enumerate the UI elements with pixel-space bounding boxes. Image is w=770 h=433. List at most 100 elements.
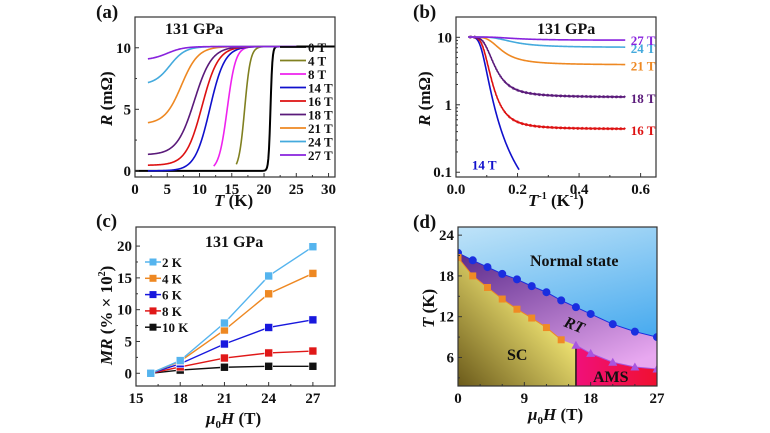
panel-b-ylabel-unit: (mΩ) xyxy=(415,71,434,114)
panel-a-xtick-label: 20 xyxy=(257,182,272,198)
data-point-square xyxy=(458,254,462,262)
panel-d-ylabel-unit: (K) xyxy=(419,289,438,318)
data-point xyxy=(308,242,318,252)
panel-d-region-labels: Normal state RT SC AMS xyxy=(507,253,629,386)
panel-label-a: (a) xyxy=(96,2,118,23)
curve-label: 16 T xyxy=(631,123,656,138)
data-point xyxy=(146,368,156,378)
panel-c-ytick-label: 0 xyxy=(125,366,133,382)
panel-a-xlabel-unit: (K) xyxy=(224,191,253,210)
panel-b-ytick-label: 0.1 xyxy=(433,165,452,181)
panel-b-xlabel: T-1 (K-1) xyxy=(528,191,584,210)
panel-a-xtick-label: 30 xyxy=(321,182,336,198)
curve-14t xyxy=(468,36,520,171)
panel-c-ylabel-sup: 2 xyxy=(97,271,108,276)
panel-b-frame xyxy=(455,16,657,178)
panel-b-xlabel-close: ) xyxy=(578,191,584,210)
curve-label: 21 T xyxy=(631,58,656,73)
data-point-circle xyxy=(608,320,617,329)
panel-a-ylabel-unit: (mΩ) xyxy=(97,71,116,114)
panel-a-ytick-label: 0 xyxy=(124,164,132,180)
panel-c-xtick-label: 18 xyxy=(173,391,188,407)
data-point-triangle xyxy=(608,357,618,366)
panel-a-frame xyxy=(134,16,336,178)
panel-d-ytick-label: 12 xyxy=(439,310,454,326)
legend-label: 18 T xyxy=(308,108,333,123)
curve-18t xyxy=(468,35,626,99)
panel-b-axes: 0.0 0.2 0.4 0.6 0.1 1 10 xyxy=(433,16,657,198)
data-point xyxy=(220,353,229,363)
data-point-circle xyxy=(542,288,551,297)
panel-c-xtick-label: 24 xyxy=(261,391,277,407)
panel-b-xtick-label: 0.6 xyxy=(631,182,650,198)
panel-d-frame xyxy=(457,226,658,387)
data-point-triangle xyxy=(630,362,640,371)
panel-a-xtick-label: 25 xyxy=(289,182,304,198)
data-point xyxy=(175,356,185,365)
panel-c-xlabel-sub: 0 xyxy=(215,419,221,431)
panel-c-ytick-label: 5 xyxy=(125,334,133,350)
panel-b-xlabel-var: T xyxy=(528,191,539,210)
data-point-square xyxy=(483,283,491,291)
curve-16t xyxy=(468,35,626,131)
data-point xyxy=(220,318,229,328)
panel-d-xtick-label: 18 xyxy=(583,391,598,407)
data-point xyxy=(308,315,318,325)
legend-label: 27 T xyxy=(308,148,333,163)
panel-a-ylabel: R (mΩ) xyxy=(97,71,116,127)
data-point-square xyxy=(498,295,506,303)
legend-marker xyxy=(149,323,157,331)
panel-d-xlabel: μ0H (T) xyxy=(527,405,583,427)
data-point-circle xyxy=(468,256,477,265)
data-point-circle xyxy=(483,263,492,272)
panel-a-xlabel-var: T xyxy=(214,191,225,210)
region-label-ams: AMS xyxy=(593,369,629,386)
legend-label: 10 K xyxy=(162,320,189,335)
panel-d-xlabel-var2: H xyxy=(542,405,557,424)
panel-c-xlabel-unit: (T) xyxy=(234,409,261,428)
panel-label-b: (b) xyxy=(413,2,436,23)
curve-27t xyxy=(468,36,626,41)
panel-d-ytick-label: 24 xyxy=(439,228,455,244)
panel-d-ylabel-var: T xyxy=(419,317,438,328)
panel-d-xlabel-unit: (T) xyxy=(556,405,583,424)
data-point-circle xyxy=(557,296,566,305)
data-point xyxy=(264,271,273,281)
data-point xyxy=(264,323,273,332)
data-point-square xyxy=(557,336,565,344)
panel-a-ylabel-var: R xyxy=(97,115,116,127)
panel-c-ylabel-close: ) xyxy=(97,266,116,272)
panel-d-phase-regions xyxy=(458,227,657,386)
data-point-square xyxy=(542,324,550,332)
curve-21t xyxy=(468,36,626,66)
panel-d-axes: 0 9 18 27 6 12 18 24 xyxy=(439,226,666,407)
panel-c-legend: 2 K4 K 6 K8 K10 K xyxy=(145,255,189,335)
panel-b-ytick-label: 1 xyxy=(445,98,453,114)
panel-d-xtick-label: 27 xyxy=(650,391,666,407)
data-point-circle xyxy=(498,269,507,278)
data-point-circle xyxy=(571,303,580,312)
curve-label: 27 T xyxy=(631,33,656,48)
panel-b-xlabel-sup: -1 xyxy=(538,191,546,202)
legend-label: 24 T xyxy=(308,135,333,150)
region-label-sc: SC xyxy=(507,347,527,364)
panel-b-title: 131 GPa xyxy=(537,21,595,38)
panel-c-ytick-label: 20 xyxy=(117,239,132,255)
panel-a-legend: 0 T4 T8 T14 T16 T18 T21 T24 T27 T xyxy=(280,40,333,163)
legend-label: 4 T xyxy=(308,54,327,69)
legend-label: 0 T xyxy=(308,40,327,55)
legend-label: 6 K xyxy=(162,288,183,303)
panel-a-ytick-label: 5 xyxy=(124,102,132,118)
legend-label: 14 T xyxy=(308,81,333,96)
data-point xyxy=(220,362,229,372)
region-label-normal-state: Normal state xyxy=(530,253,618,270)
data-point xyxy=(264,289,273,299)
panel-b-xtick-label: 0.2 xyxy=(508,182,527,198)
panel-a-axes: 0 5 10 15 20 25 30 0 5 10 xyxy=(116,16,336,198)
panel-b-curves xyxy=(468,35,626,171)
panel-c-axes: 15 18 21 24 27 0 5 10 15 20 xyxy=(117,226,336,407)
